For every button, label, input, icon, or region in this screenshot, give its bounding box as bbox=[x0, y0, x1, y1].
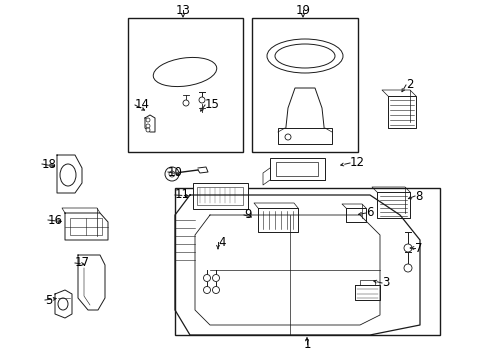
Circle shape bbox=[146, 118, 150, 122]
Text: 13: 13 bbox=[175, 4, 190, 17]
Text: 9: 9 bbox=[244, 208, 251, 221]
Ellipse shape bbox=[153, 58, 216, 86]
Text: 19: 19 bbox=[295, 4, 310, 17]
Text: 1: 1 bbox=[303, 338, 310, 351]
Circle shape bbox=[403, 244, 411, 252]
Text: 12: 12 bbox=[349, 157, 364, 170]
Text: 6: 6 bbox=[365, 207, 373, 220]
Circle shape bbox=[183, 100, 189, 106]
Bar bbox=[278, 128, 331, 144]
Text: 16: 16 bbox=[48, 213, 63, 226]
Circle shape bbox=[403, 264, 411, 272]
Circle shape bbox=[212, 274, 219, 282]
Circle shape bbox=[146, 128, 150, 132]
Text: 18: 18 bbox=[42, 158, 57, 171]
Bar bbox=[193, 183, 247, 209]
Bar bbox=[275, 162, 317, 176]
Text: 3: 3 bbox=[381, 276, 388, 289]
Ellipse shape bbox=[58, 298, 68, 310]
Circle shape bbox=[169, 171, 175, 177]
Text: 7: 7 bbox=[414, 242, 422, 255]
Bar bbox=[251, 18, 357, 152]
Circle shape bbox=[212, 287, 219, 293]
Text: 11: 11 bbox=[175, 189, 190, 202]
Bar bbox=[128, 18, 243, 152]
Circle shape bbox=[146, 124, 150, 128]
Text: 15: 15 bbox=[204, 99, 220, 112]
Text: 10: 10 bbox=[168, 166, 183, 179]
Text: 4: 4 bbox=[218, 235, 225, 248]
Circle shape bbox=[203, 287, 210, 293]
Text: 14: 14 bbox=[135, 99, 150, 112]
Text: 8: 8 bbox=[414, 189, 422, 202]
Text: 2: 2 bbox=[405, 78, 413, 91]
Text: 5: 5 bbox=[45, 293, 52, 306]
Text: 17: 17 bbox=[75, 256, 90, 270]
Bar bbox=[70, 218, 102, 235]
Bar bbox=[175, 188, 439, 335]
Ellipse shape bbox=[266, 39, 342, 73]
Circle shape bbox=[164, 167, 179, 181]
Bar bbox=[269, 158, 325, 180]
Circle shape bbox=[203, 274, 210, 282]
Ellipse shape bbox=[274, 44, 334, 68]
Bar bbox=[197, 187, 243, 205]
Circle shape bbox=[199, 97, 204, 103]
Ellipse shape bbox=[60, 164, 76, 186]
Circle shape bbox=[285, 134, 290, 140]
